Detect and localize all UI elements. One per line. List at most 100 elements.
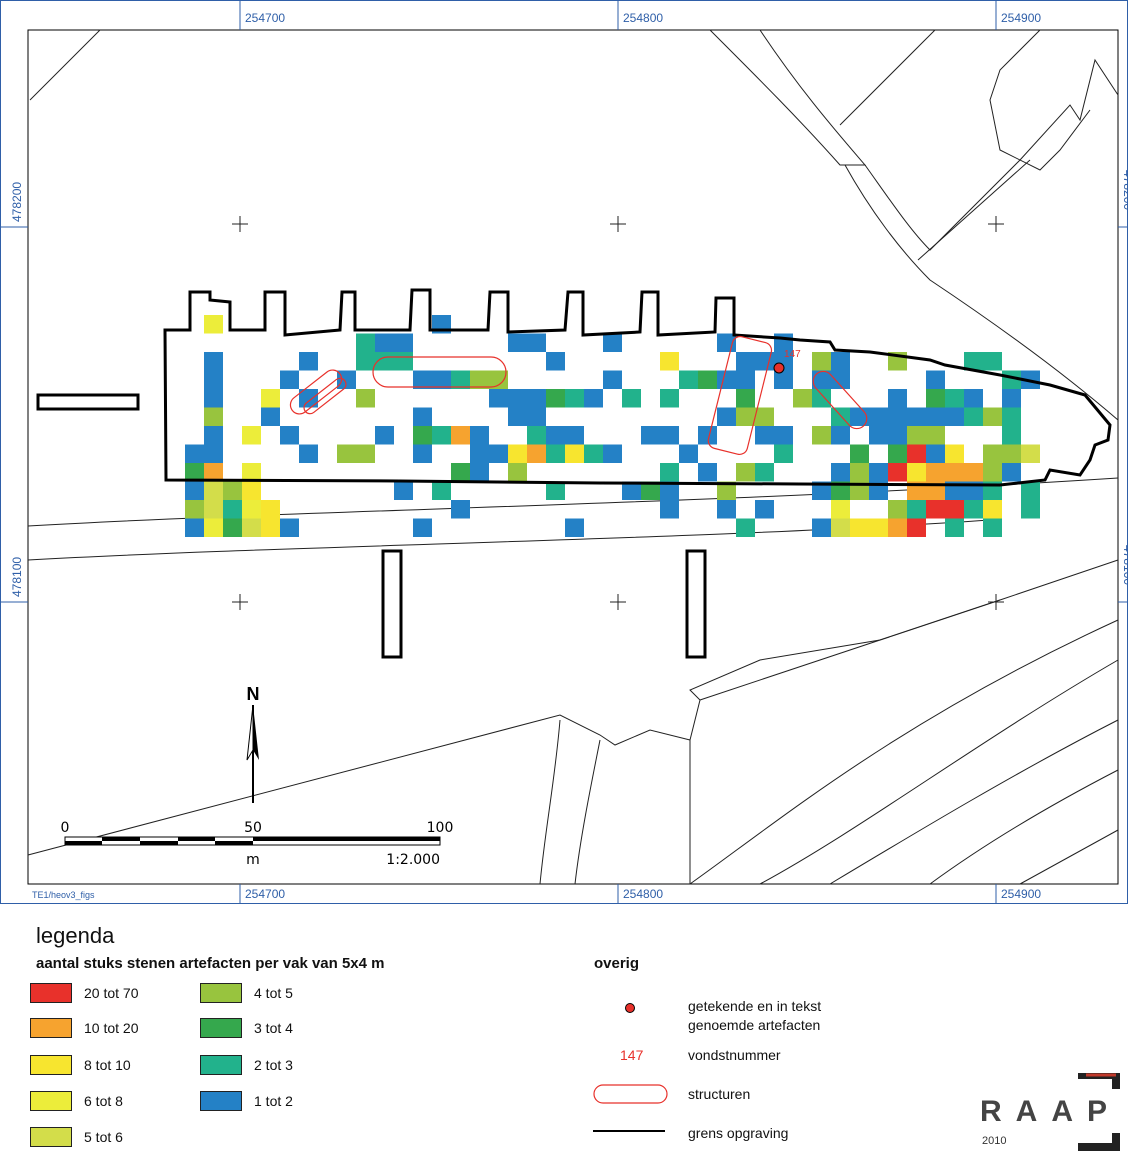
swatch (200, 983, 242, 1003)
legend-class-8-10: 8 tot 10 (30, 1055, 131, 1075)
density-cell (983, 352, 1002, 371)
density-cell (204, 463, 223, 482)
density-cell (489, 370, 508, 389)
density-cell (793, 389, 812, 408)
density-cell (926, 463, 945, 482)
density-cell (660, 500, 679, 519)
density-cell (432, 481, 451, 500)
density-cell (907, 481, 926, 500)
legend-class-label: 8 tot 10 (84, 1057, 131, 1073)
density-cell (907, 426, 926, 445)
density-cell (413, 444, 432, 463)
density-cell (242, 500, 261, 519)
density-cell (774, 370, 793, 389)
swatch (30, 1018, 72, 1038)
density-cell (489, 389, 508, 408)
legend-class-label: 2 tot 3 (254, 1057, 293, 1073)
density-cell (869, 481, 888, 500)
density-cell (242, 426, 261, 445)
density-cell (223, 518, 242, 537)
density-cell (204, 444, 223, 463)
density-cell (736, 352, 755, 371)
density-cell (926, 407, 945, 426)
legend-class-label: 20 tot 70 (84, 985, 139, 1001)
density-cell (1002, 407, 1021, 426)
density-cell (242, 463, 261, 482)
density-cell (641, 426, 660, 445)
density-cell (375, 426, 394, 445)
density-cell (679, 444, 698, 463)
density-cell (1002, 389, 1021, 408)
density-cell (869, 426, 888, 445)
scale-bar (64, 836, 441, 846)
density-cell (907, 463, 926, 482)
north-arrow-icon (246, 704, 259, 803)
density-cell (926, 370, 945, 389)
logo-text: RAAP (980, 1095, 1122, 1128)
density-cell (261, 389, 280, 408)
density-cell (1002, 444, 1021, 463)
density-cell (204, 426, 223, 445)
density-cell (926, 389, 945, 408)
find-number-label: 147 (784, 349, 801, 360)
density-cell (546, 444, 565, 463)
y-tick-right-1: 478200 (1121, 170, 1128, 210)
x-tick-top-2: 254800 (623, 11, 663, 25)
density-cell (204, 500, 223, 519)
density-cell (546, 352, 565, 371)
legend-item-excavation: grens opgraving (688, 1125, 789, 1141)
density-cell (755, 500, 774, 519)
density-cell (888, 518, 907, 537)
legend-item-artefacts: getekende en in tekst genoemde artefacte… (688, 998, 822, 1033)
density-cell (565, 444, 584, 463)
density-cell (508, 407, 527, 426)
density-cell (926, 500, 945, 519)
density-cell (299, 352, 318, 371)
density-cell (546, 389, 565, 408)
density-cell (774, 426, 793, 445)
density-cell (489, 444, 508, 463)
density-cell (546, 426, 565, 445)
density-cell (451, 500, 470, 519)
density-cell (204, 407, 223, 426)
legend-class-label: 6 tot 8 (84, 1093, 123, 1109)
density-cell (660, 463, 679, 482)
density-cell (565, 426, 584, 445)
density-cell (584, 389, 603, 408)
excavation-line-icon (593, 1130, 665, 1132)
density-cell (831, 500, 850, 519)
logo-year: 2010 (982, 1135, 1007, 1147)
density-cells (185, 315, 1040, 537)
density-cell (717, 407, 736, 426)
scale-label-100: 100 (427, 820, 454, 836)
density-cell (204, 315, 223, 334)
density-cell (812, 370, 831, 389)
density-cell (983, 463, 1002, 482)
density-cell (185, 463, 204, 482)
density-cell (888, 407, 907, 426)
density-cell (698, 426, 717, 445)
map-inner-frame (27, 29, 1119, 885)
density-cell (907, 500, 926, 519)
density-cell (1021, 500, 1040, 519)
density-cell (717, 481, 736, 500)
density-cell (432, 370, 451, 389)
density-cell (983, 518, 1002, 537)
trench-left (36, 393, 140, 411)
density-cell (261, 518, 280, 537)
density-cell (204, 481, 223, 500)
swatch (30, 983, 72, 1003)
density-cell (223, 481, 242, 500)
density-cell (280, 518, 299, 537)
density-cell (204, 352, 223, 371)
density-cell (660, 426, 679, 445)
density-cell (546, 481, 565, 500)
grid-crosses (232, 216, 1004, 610)
legend-class-label: 4 tot 5 (254, 985, 293, 1001)
density-cell (812, 352, 831, 371)
density-cell (337, 444, 356, 463)
density-cell (261, 500, 280, 519)
legend-class-label: 3 tot 4 (254, 1020, 293, 1036)
density-cell (204, 389, 223, 408)
legend-class-label: 1 tot 2 (254, 1093, 293, 1109)
